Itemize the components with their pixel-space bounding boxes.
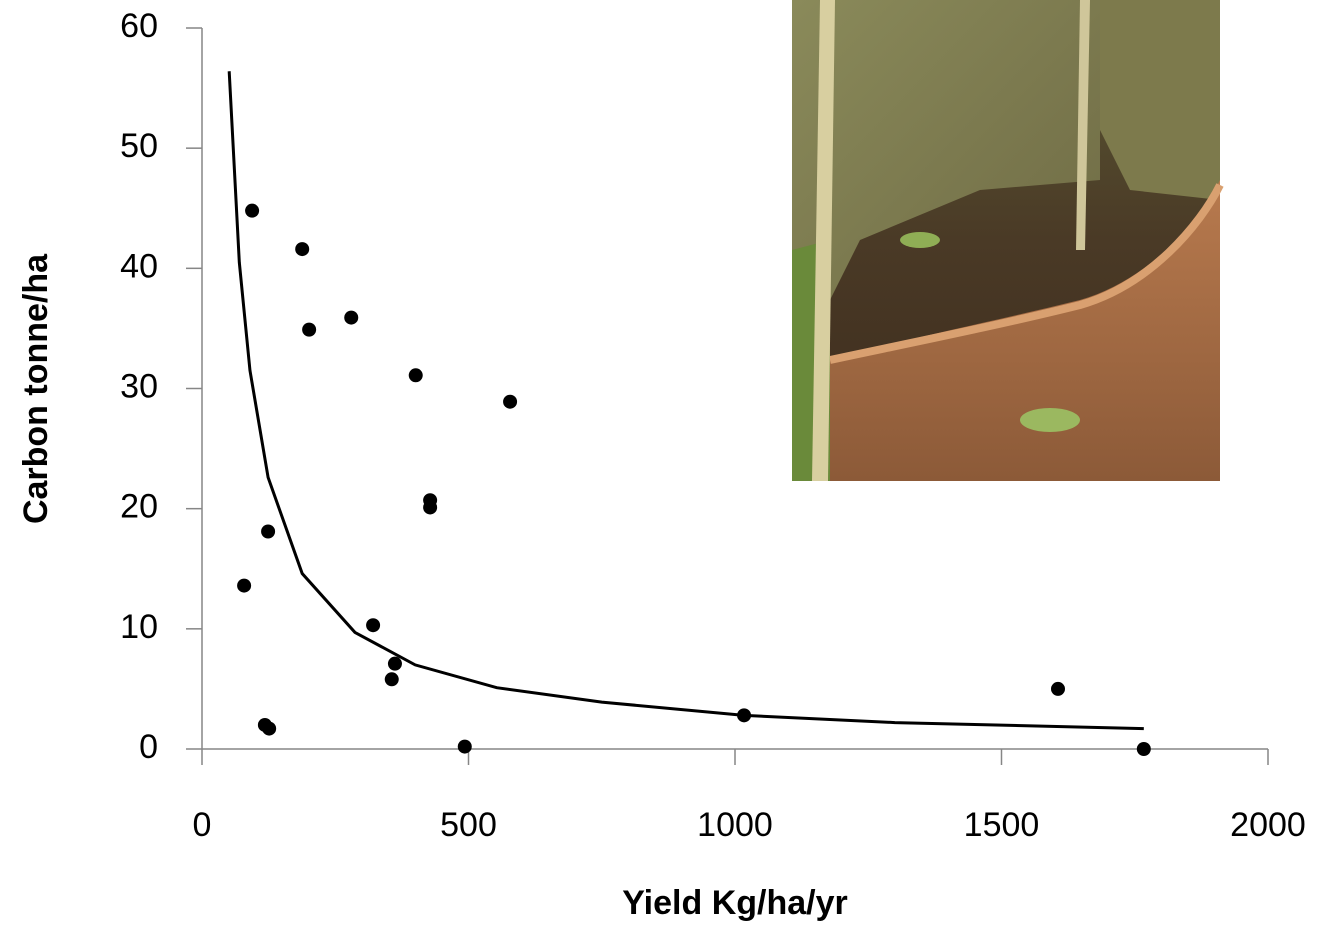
y-axis-title: Carbon tonne/ha: [17, 253, 55, 524]
point: [262, 721, 277, 736]
point: [302, 322, 317, 337]
point: [408, 368, 423, 383]
point: [261, 524, 276, 539]
point: [387, 656, 402, 671]
y-tick-label: 10: [120, 608, 158, 646]
point: [423, 500, 438, 515]
x-axis-title: Yield Kg/ha/yr: [622, 884, 847, 922]
y-tick-label: 60: [120, 7, 158, 45]
inset-photo: [792, 0, 1224, 481]
point: [384, 672, 399, 687]
y-tick-label: 50: [120, 127, 158, 165]
point: [295, 242, 310, 257]
point: [237, 578, 252, 593]
point: [344, 310, 359, 325]
point: [1050, 681, 1065, 696]
fit-line: [227, 71, 1144, 731]
x-tick-label: 2000: [1230, 806, 1306, 844]
point: [1136, 742, 1151, 756]
point: [503, 394, 518, 409]
y-tick-label: 30: [120, 367, 158, 405]
x-tick-label: 500: [440, 806, 497, 844]
point: [366, 618, 381, 633]
y-tick-label: 0: [139, 728, 158, 766]
x-tick-label: 1000: [697, 806, 773, 844]
point: [245, 203, 260, 218]
x-tick-label: 0: [193, 806, 212, 844]
point: [457, 739, 472, 754]
y-tick-label: 20: [120, 488, 158, 526]
x-tick-label: 1500: [964, 806, 1040, 844]
y-tick-label: 40: [120, 247, 158, 285]
